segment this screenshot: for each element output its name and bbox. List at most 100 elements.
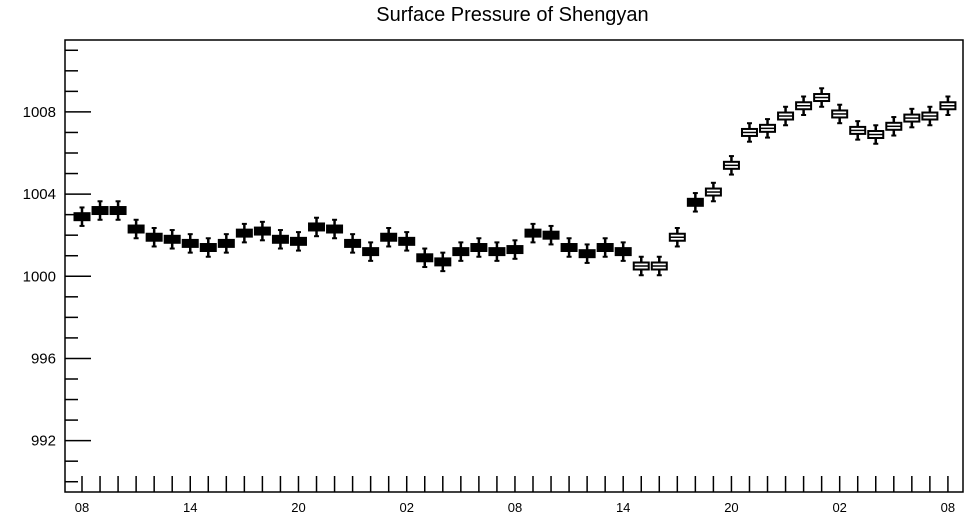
box-mark	[398, 231, 416, 252]
box-mark	[722, 155, 740, 176]
box-mark	[867, 124, 885, 145]
box-body	[199, 243, 217, 253]
box-body	[416, 253, 434, 263]
box-body	[560, 243, 578, 253]
x-tick-label: 08	[75, 500, 89, 515]
box-mark	[235, 222, 253, 244]
box-mark	[740, 122, 758, 143]
box-mark	[614, 241, 632, 262]
box-mark	[470, 237, 488, 258]
box-body	[181, 238, 199, 248]
box-body	[235, 228, 253, 238]
x-axis: 08 14 20 02 08 14 20 02 08	[75, 476, 955, 515]
box-mark	[668, 226, 686, 248]
y-tick-label: 992	[31, 433, 56, 450]
box-mark	[253, 220, 271, 242]
box-mark	[289, 231, 307, 252]
chart-title: Surface Pressure of Shengyan	[376, 4, 649, 26]
box-body	[326, 224, 344, 234]
box-body	[398, 236, 416, 246]
x-tick-label: 02	[832, 500, 846, 515]
box-mark	[91, 200, 109, 221]
box-body	[596, 243, 614, 253]
box-body	[686, 197, 704, 207]
box-mark	[704, 181, 722, 203]
box-mark	[632, 255, 650, 277]
box-body	[308, 222, 326, 232]
box-body	[127, 224, 145, 234]
box-mark	[380, 226, 398, 248]
box-mark	[777, 105, 795, 127]
box-mark	[578, 243, 596, 264]
box-mark	[903, 107, 921, 129]
box-body	[542, 230, 560, 240]
box-body	[434, 257, 452, 267]
box-mark	[596, 237, 614, 258]
box-mark	[524, 222, 542, 244]
box-body	[289, 236, 307, 246]
box-mark	[650, 255, 668, 277]
box-mark	[416, 247, 434, 269]
box-body	[488, 247, 506, 257]
box-mark	[795, 95, 813, 116]
box-mark	[831, 103, 849, 125]
box-body	[524, 228, 542, 238]
box-mark	[506, 239, 524, 260]
box-body	[271, 234, 289, 244]
box-mark	[885, 116, 903, 137]
y-axis: 992 996 1000 1004 1008	[23, 49, 91, 483]
box-body	[217, 238, 235, 248]
box-mark	[199, 237, 217, 258]
box-mark	[542, 224, 560, 246]
box-mark	[344, 233, 362, 254]
box-mark	[849, 120, 867, 141]
y-tick-label: 1008	[23, 104, 56, 121]
box-mark	[686, 192, 704, 213]
box-body	[452, 247, 470, 257]
x-tick-label: 20	[291, 500, 305, 515]
box-body	[362, 247, 380, 257]
box-mark	[759, 118, 777, 139]
box-body	[506, 245, 524, 255]
box-series	[73, 87, 957, 277]
box-mark	[73, 206, 91, 227]
box-body	[73, 212, 91, 222]
box-mark	[434, 251, 452, 273]
y-tick-label: 996	[31, 350, 56, 367]
x-tick-label: 02	[399, 500, 413, 515]
box-body	[344, 238, 362, 248]
box-body	[380, 232, 398, 242]
box-mark	[362, 241, 380, 262]
box-mark	[560, 237, 578, 258]
x-tick-label: 08	[508, 500, 522, 515]
box-mark	[217, 233, 235, 254]
box-mark	[488, 241, 506, 262]
y-tick-label: 1000	[23, 268, 56, 285]
y-tick-label: 1004	[23, 186, 56, 203]
box-mark	[939, 95, 957, 116]
box-mark	[813, 87, 831, 108]
box-body	[253, 226, 271, 236]
x-tick-label: 14	[183, 500, 197, 515]
x-tick-label: 14	[616, 500, 630, 515]
plot-frame	[64, 39, 964, 493]
box-mark	[127, 218, 145, 240]
box-mark	[181, 233, 199, 254]
box-mark	[921, 105, 939, 127]
box-mark	[326, 218, 344, 240]
box-body	[91, 206, 109, 216]
box-mark	[308, 216, 326, 238]
box-body	[163, 234, 181, 244]
x-tick-label: 20	[724, 500, 738, 515]
x-tick-label: 08	[941, 500, 955, 515]
box-body	[614, 247, 632, 257]
box-body	[145, 232, 163, 242]
box-body	[470, 243, 488, 253]
box-body	[109, 206, 127, 216]
box-mark	[452, 241, 470, 262]
box-mark	[163, 229, 181, 250]
box-mark	[109, 200, 127, 221]
box-mark	[271, 229, 289, 250]
box-mark	[145, 226, 163, 248]
